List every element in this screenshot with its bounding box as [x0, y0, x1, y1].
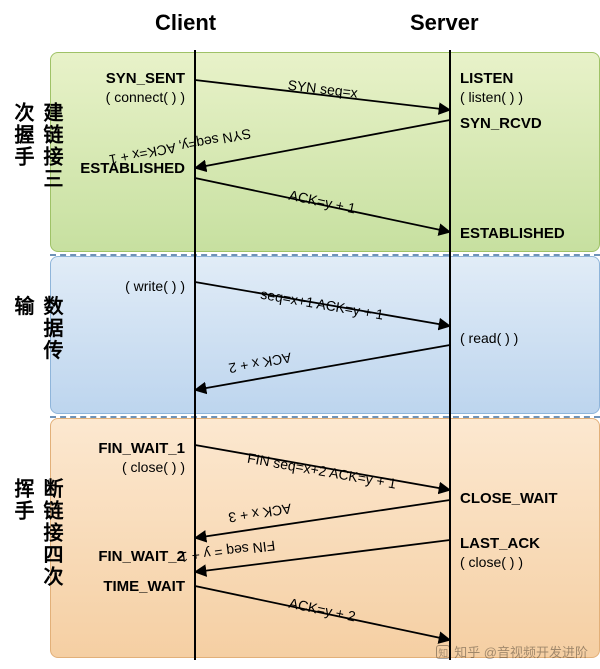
- state--read-: ( read( ) ): [460, 330, 518, 348]
- header-server: Server: [410, 10, 479, 36]
- header-client: Client: [155, 10, 216, 36]
- state-close-wait: CLOSE_WAIT: [460, 490, 558, 509]
- diagram-container: 建链接三次握手数据传输断链接四次挥手 Client Server SYN_SEN…: [0, 0, 600, 669]
- state-fin-wait-2: FIN_WAIT_2: [98, 548, 185, 567]
- state-syn-sent: SYN_SENT( connect( ) ): [106, 70, 185, 106]
- state-last-ack: LAST_ACK( close( ) ): [460, 535, 540, 571]
- state-established: ESTABLISHED: [460, 225, 565, 244]
- section-label-handshake: 建链接三次握手: [8, 102, 66, 202]
- section-label-transfer: 数据传输: [8, 296, 66, 375]
- state-listen: LISTEN( listen( ) ): [460, 70, 523, 106]
- state-syn-rcvd: SYN_RCVD: [460, 115, 542, 134]
- section-label-teardown: 断链接四次挥手: [8, 478, 66, 598]
- lifeline-server: [449, 50, 451, 660]
- watermark: 知乎 @音视频开发进阶: [436, 642, 588, 661]
- state-fin-wait-1: FIN_WAIT_1( close( ) ): [98, 440, 185, 476]
- state-time-wait: TIME_WAIT: [103, 578, 185, 597]
- state--write-: ( write( ) ): [125, 278, 185, 296]
